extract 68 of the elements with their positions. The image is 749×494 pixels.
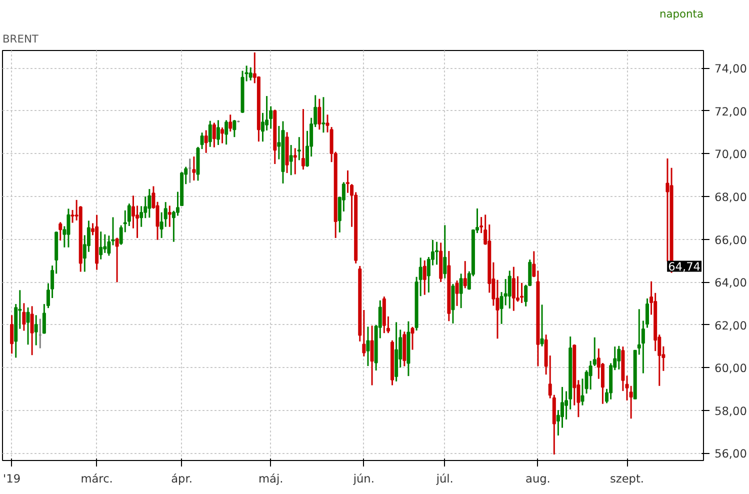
candlestick: [366, 326, 370, 367]
candlestick: [508, 270, 512, 310]
candlestick: [435, 241, 439, 266]
candlestick: [580, 378, 584, 406]
chart-title: BRENT: [2, 32, 39, 46]
y-tick-label: 62,00: [714, 318, 747, 332]
annotation: 64,74: [668, 260, 701, 274]
candlestick: [228, 114, 232, 132]
candlestick: [148, 188, 152, 218]
candlestick: [289, 144, 293, 176]
y-tick-label: 58,00: [714, 404, 747, 418]
candlestick: [512, 266, 516, 312]
candlestick: [220, 126, 224, 144]
candlestick: [451, 283, 455, 324]
candlestick: [26, 306, 30, 346]
candlestick: [588, 360, 592, 390]
candlestick: [99, 230, 103, 260]
candlestick: [617, 345, 621, 370]
candlestick: [459, 272, 463, 309]
y-tick-label: 66,00: [714, 232, 747, 247]
y-tick-label: 56,00: [714, 446, 747, 461]
candlestick: [66, 208, 70, 248]
x-tick-label: ápr.: [171, 472, 192, 486]
candlestick: [168, 204, 172, 228]
candlestick: [30, 305, 34, 356]
candlestick: [666, 158, 670, 262]
y-tick-label: 72,00: [714, 104, 747, 118]
candlestick: [216, 119, 220, 146]
candlestick: [422, 260, 426, 296]
candlestick: [463, 260, 467, 289]
candlestick: [301, 108, 305, 170]
candlestick: [443, 224, 447, 280]
candlestick: [200, 132, 204, 150]
candlestick: [58, 221, 62, 242]
x-tick-label: márc.: [80, 472, 113, 486]
candlestick: [34, 314, 38, 346]
y-tick-label: 74,00: [714, 62, 747, 76]
candlestick: [212, 122, 216, 148]
candlestick: [370, 324, 374, 386]
x-tick-label: szept.: [610, 472, 644, 486]
candlestick: [115, 237, 119, 283]
candlestick: [322, 96, 326, 134]
candlestick: [540, 304, 544, 348]
x-tick-label: máj.: [258, 472, 284, 486]
candlestick: [70, 209, 74, 224]
candlestick: [346, 170, 350, 194]
candlestick: [293, 147, 297, 176]
candlestick: [318, 98, 322, 130]
chart-subtitle: naponta: [659, 8, 704, 20]
x-tick-label: '19: [3, 472, 21, 486]
candlestick: [10, 314, 14, 354]
x-tick-label: júl.: [435, 472, 454, 486]
candlestick: [224, 119, 228, 146]
candlestick: [208, 120, 212, 148]
x-tick-label: aug.: [526, 472, 550, 486]
candlestick: [410, 326, 414, 351]
candlestick: [232, 119, 236, 138]
candlestick: [248, 66, 252, 82]
y-tick-label: 70,00: [714, 147, 747, 162]
y-tick-label: 60,00: [714, 361, 747, 376]
y-tick-label: 64,00: [714, 276, 747, 290]
candlestick: [192, 156, 196, 182]
candlestick: [22, 302, 26, 332]
candlestick: [204, 129, 208, 154]
y-tick-label: 68,00: [714, 190, 747, 204]
candlestick: [455, 280, 459, 307]
x-tick-label: jún.: [352, 472, 374, 486]
candlestick: [297, 136, 301, 161]
